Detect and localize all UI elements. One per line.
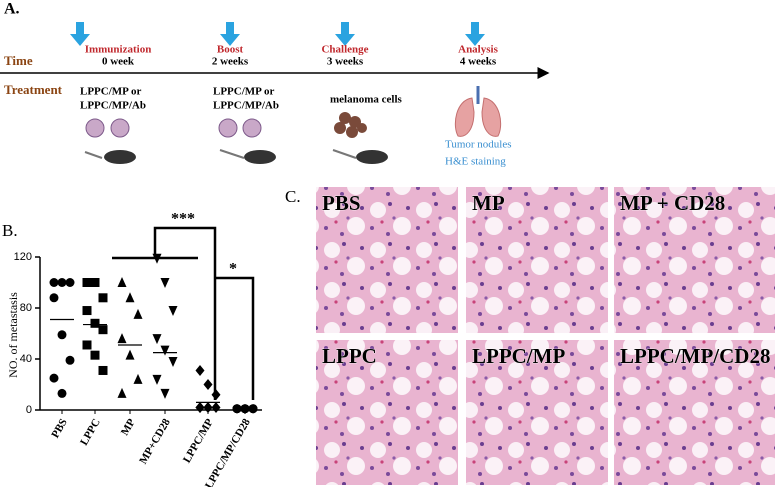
x-tick-label: PBS — [49, 417, 69, 440]
image-label: MP + CD28 — [620, 191, 725, 215]
point — [90, 350, 100, 360]
x-tick-label: LPPC — [78, 417, 103, 448]
point — [82, 340, 92, 350]
point — [160, 388, 170, 399]
step-time: 3 weeks — [327, 56, 364, 68]
histology-image — [614, 187, 775, 333]
image-label: LPPC/MP — [472, 344, 565, 368]
step-title: Challenge — [321, 44, 368, 56]
panel-label: A. — [4, 1, 20, 18]
y-tick-label: 80 — [20, 302, 32, 314]
step-title: Boost — [217, 44, 244, 56]
point — [168, 357, 178, 368]
panel-label: B. — [2, 221, 18, 240]
point — [195, 364, 205, 376]
step-time: 2 weeks — [212, 56, 249, 68]
point — [168, 306, 178, 317]
point — [90, 318, 100, 328]
step-treatment: H&E staining — [445, 156, 506, 168]
point — [160, 278, 170, 288]
point — [133, 373, 143, 384]
point — [125, 292, 135, 303]
icons — [84, 86, 502, 164]
image-label: PBS — [322, 191, 361, 215]
significance-bracket — [112, 226, 255, 400]
point — [65, 278, 75, 287]
step-time: 0 week — [102, 56, 135, 68]
step-treatment: LPPC/MP or — [213, 86, 275, 98]
point — [82, 278, 92, 287]
step-time: 4 weeks — [460, 56, 497, 68]
step-treatment: LPPC/MP/Ab — [80, 100, 146, 112]
step-title: Immunization — [85, 44, 152, 56]
histology-image — [316, 340, 458, 485]
step-treatment: Tumor nodules — [445, 139, 512, 151]
point — [211, 389, 221, 401]
point — [98, 365, 108, 375]
step-treatment: LPPC/MP or — [80, 86, 142, 98]
point — [90, 278, 100, 287]
point — [49, 278, 59, 287]
point — [117, 333, 127, 344]
significance: *** — [171, 211, 195, 228]
point — [152, 253, 162, 264]
point — [57, 388, 67, 398]
point — [211, 401, 221, 413]
image-label: LPPC — [322, 344, 377, 368]
point — [117, 277, 127, 287]
y-axis-label: NO. of metastasis — [6, 292, 20, 378]
row-label: Time — [4, 53, 33, 68]
histology-image — [316, 187, 458, 333]
point — [133, 308, 143, 319]
point — [203, 379, 213, 390]
x-tick-label: LPPC/MP — [181, 417, 216, 466]
point — [49, 373, 59, 383]
arrow-icon — [220, 22, 240, 46]
point — [65, 355, 75, 365]
point — [82, 306, 92, 316]
arrow-icon — [465, 22, 485, 46]
point — [57, 330, 67, 340]
point — [57, 278, 67, 287]
y-tick-label: 120 — [14, 251, 32, 263]
row-label: Treatment — [4, 82, 63, 97]
point — [152, 374, 162, 385]
arrow-icon — [335, 22, 355, 46]
panel-label: C. — [285, 187, 301, 206]
arrow-icon — [70, 22, 90, 46]
x-tick-label: MP — [119, 417, 138, 438]
point — [160, 345, 170, 356]
point — [195, 401, 205, 413]
y-tick-label: 40 — [20, 353, 32, 365]
image-label: MP — [472, 191, 505, 215]
histology-image — [466, 187, 608, 333]
point — [98, 293, 108, 303]
significance: * — [229, 261, 237, 278]
histology-image — [614, 340, 775, 485]
step-treatment: melanoma cells — [330, 94, 403, 106]
histology-image — [466, 340, 608, 485]
y-tick-label: 0 — [26, 404, 32, 416]
step-treatment: LPPC/MP/Ab — [213, 100, 279, 112]
step-title: Analysis — [458, 44, 498, 56]
point — [98, 325, 108, 335]
point — [203, 401, 213, 413]
x-tick-label: MP+CD28 — [137, 416, 173, 466]
point — [152, 334, 162, 345]
point — [117, 387, 127, 398]
point — [125, 349, 135, 360]
point — [49, 293, 59, 303]
image-label: LPPC/MP/CD28 — [620, 344, 770, 368]
